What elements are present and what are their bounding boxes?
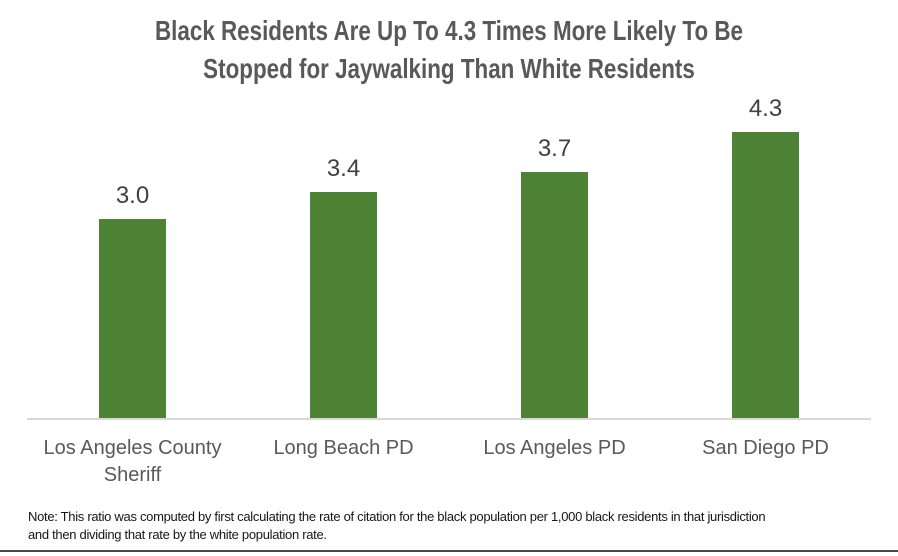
bar [732,132,799,418]
plot-area: 3.0 3.4 3.7 4.3 [27,80,871,420]
chart-title-line-1: Black Residents Are Up To 4.3 Times More… [155,15,743,46]
category-label: San Diego PD [702,437,829,459]
bar-column: 3.0 [27,80,238,418]
bar [521,171,588,418]
chart-title-line-2: Stopped for Jaywalking Than White Reside… [203,53,695,84]
bar-column: 4.3 [660,80,871,418]
category-axis: Los Angeles County Sheriff Long Beach PD L… [27,435,871,489]
category-label: Los Angeles PD [483,437,626,459]
bar-column: 3.7 [449,80,660,418]
value-label: 3.7 [537,134,572,162]
value-label: 3.4 [326,154,361,182]
bottom-border-rule [0,550,898,552]
value-label: 4.3 [748,95,783,123]
bar [310,191,377,418]
bar [99,218,166,418]
chart-title: Black Residents Are Up To 4.3 Times More… [0,12,898,88]
note-line-1: Note: This ratio was computed by first c… [28,509,766,524]
category-label: Long Beach PD [273,437,414,459]
note-text: Note: This ratio was computed by first c… [28,508,894,543]
category-label: Los Angeles County Sheriff [43,437,222,486]
bar-column: 3.4 [238,80,449,418]
value-label: 3.0 [115,181,150,209]
note-line-2: and then dividing that rate by the white… [28,526,327,542]
